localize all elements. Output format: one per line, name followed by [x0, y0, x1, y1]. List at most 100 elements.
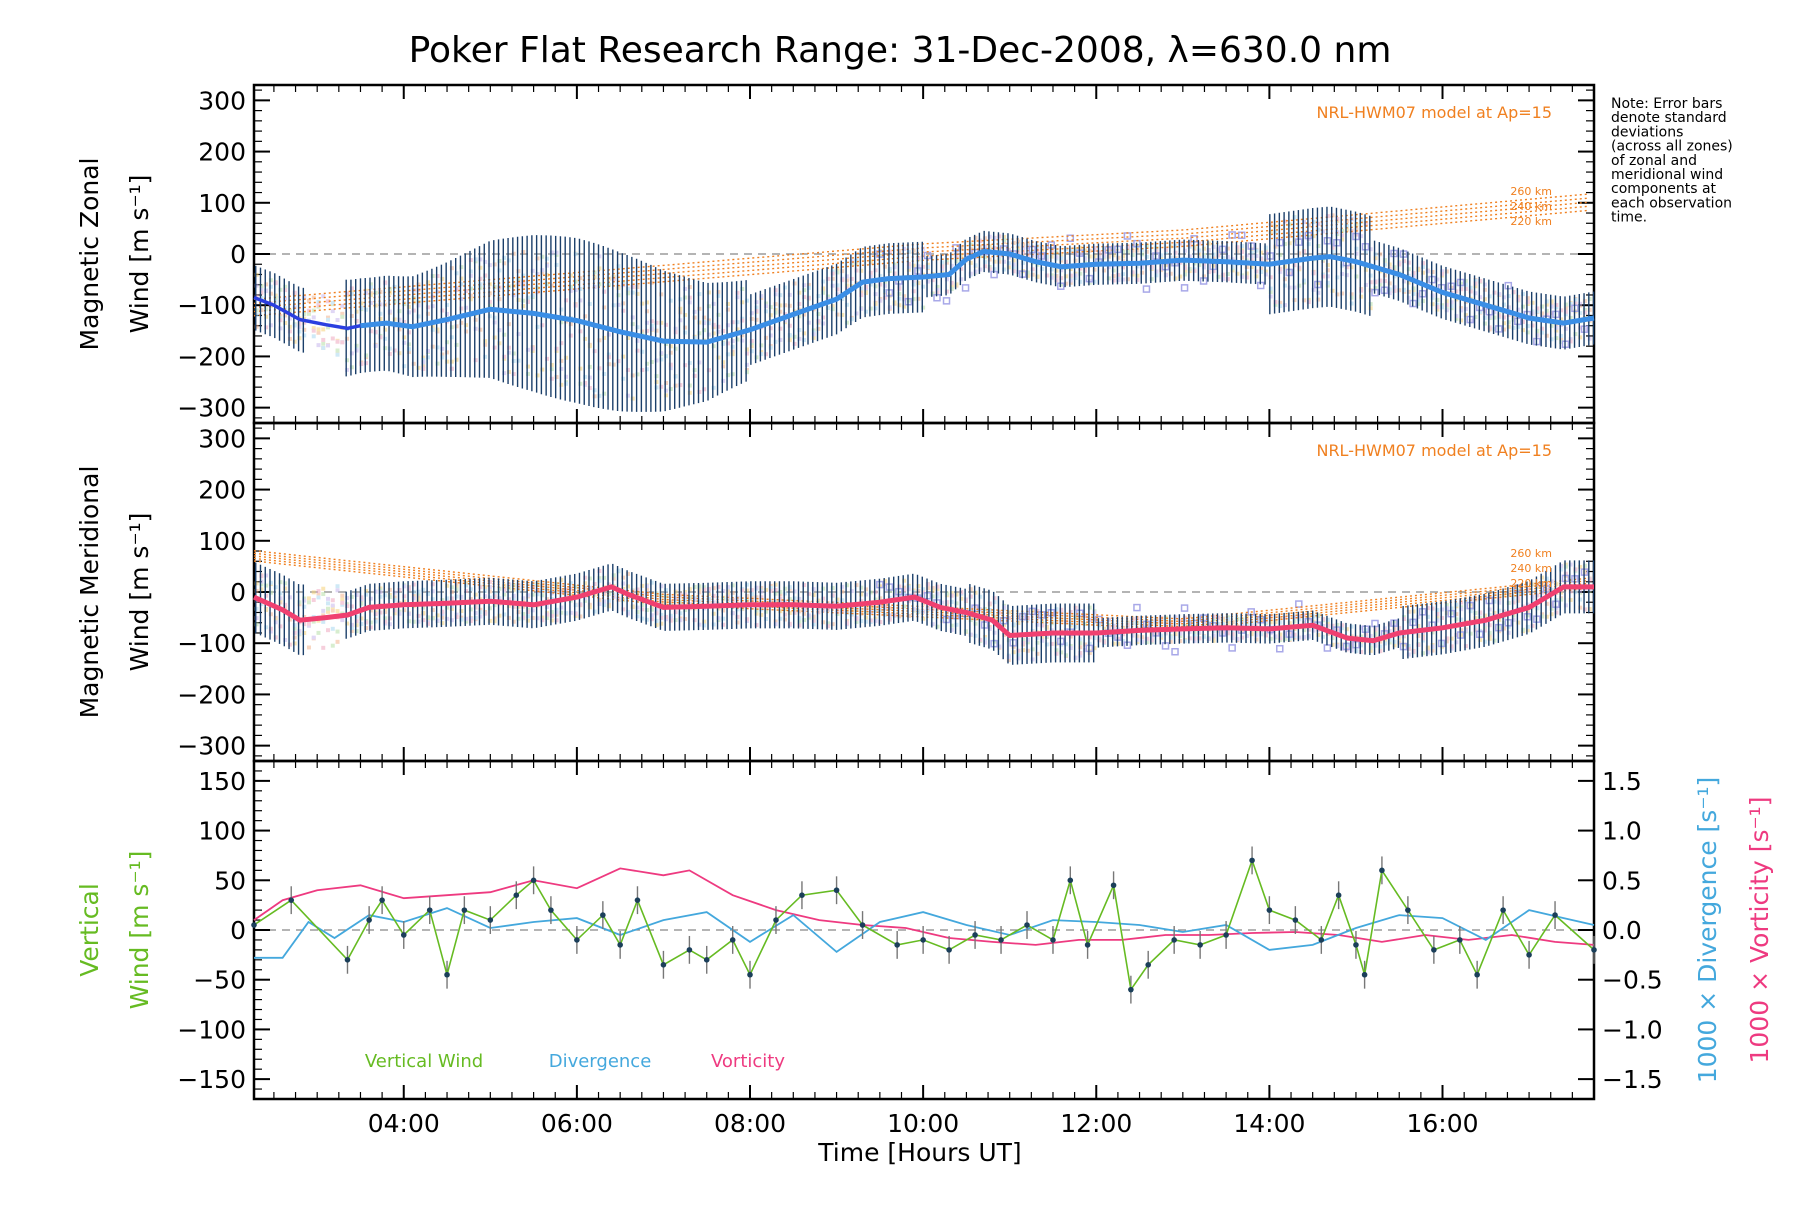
spread-dot — [1411, 609, 1416, 614]
spread-dot — [473, 603, 478, 608]
spread-dot — [554, 262, 559, 267]
spread-dot — [711, 593, 716, 598]
spread-dot — [711, 586, 716, 591]
spread-dot — [464, 289, 469, 294]
spread-dot — [840, 296, 845, 301]
spread-dot — [1144, 621, 1149, 626]
spread-dot — [449, 589, 454, 594]
spread-dot — [978, 594, 983, 599]
spread-dot — [264, 583, 269, 588]
spread-dot — [1425, 650, 1430, 655]
spread-dot — [1197, 262, 1202, 267]
spread-dot — [621, 354, 626, 359]
km-label: 260 km — [1510, 185, 1552, 198]
spread-dot — [1059, 268, 1064, 273]
spread-dot — [806, 320, 811, 325]
spread-dot — [1097, 255, 1102, 260]
spread-dot — [959, 266, 964, 271]
spread-dot — [725, 592, 730, 597]
spread-dot — [692, 373, 697, 378]
spread-dot — [254, 616, 259, 621]
note-line: meridional wind — [1611, 167, 1723, 183]
spread-dot — [1040, 623, 1045, 628]
spread-dot — [383, 327, 388, 332]
spread-dot — [583, 374, 588, 379]
spread-dot — [764, 609, 769, 614]
spread-dot — [787, 585, 792, 590]
scatter-point — [1171, 647, 1179, 656]
spread-dot — [868, 306, 873, 311]
x-tick-label: 08:00 — [714, 1109, 786, 1138]
spread-dot — [1435, 307, 1440, 312]
spread-dot — [345, 621, 350, 626]
spread-dot — [478, 282, 483, 287]
spread-dot — [416, 597, 421, 602]
spread-dot — [1202, 274, 1207, 279]
vorticity-axis-label: 1000 × Vorticity [s⁻¹] — [1745, 797, 1774, 1064]
spread-dot — [1197, 630, 1202, 635]
spread-dot — [1197, 615, 1202, 620]
spread-dot — [911, 297, 916, 302]
spread-dot — [1440, 305, 1445, 310]
spread-dot — [516, 358, 521, 363]
spread-dot — [1501, 295, 1506, 300]
spread-dot — [521, 596, 526, 601]
spread-dot — [1063, 281, 1068, 286]
spread-dot — [1544, 581, 1549, 586]
spread-dot — [878, 596, 883, 601]
x-axis-label: Time [Hours UT] — [817, 1138, 1021, 1167]
spread-dot — [754, 317, 759, 322]
spread-dot — [949, 287, 954, 292]
spread-dot — [406, 347, 411, 352]
spread-dot — [668, 362, 673, 367]
spread-dot — [573, 613, 578, 618]
spread-dot — [1344, 219, 1349, 224]
spread-dot — [683, 286, 688, 291]
spread-dot — [935, 586, 940, 591]
spread-dot — [1511, 600, 1516, 605]
spread-dot — [1206, 255, 1211, 260]
spread-dot — [516, 332, 521, 337]
spread-dot — [983, 637, 988, 642]
spread-dot — [606, 582, 611, 587]
spread-dot — [387, 309, 392, 314]
spread-dot — [783, 607, 788, 612]
y-tick-label: 200 — [198, 138, 246, 167]
spread-dot — [1516, 620, 1521, 625]
spread-dot — [683, 363, 688, 368]
spread-dot — [1340, 228, 1345, 233]
spread-dot — [1440, 271, 1445, 276]
spread-dot — [1392, 274, 1397, 279]
spread-dot — [868, 282, 873, 287]
spread-dot — [364, 290, 369, 295]
spread-dot — [797, 290, 802, 295]
spread-dot — [254, 272, 259, 277]
spread-dot — [764, 335, 769, 340]
spread-dot — [959, 253, 964, 258]
spread-dot — [1168, 639, 1173, 644]
spread-dot — [735, 290, 740, 295]
spread-dot — [1273, 230, 1278, 235]
spread-dot — [1192, 268, 1197, 273]
spread-dot — [578, 381, 583, 386]
spread-dot — [1073, 624, 1078, 629]
spread-dot — [430, 608, 435, 613]
spread-dot — [678, 306, 683, 311]
spread-dot — [1306, 634, 1311, 639]
vertical-wind-point — [773, 917, 779, 923]
y-tick-label: −200 — [177, 680, 246, 709]
spread-dot — [1092, 245, 1097, 250]
spread-dot — [440, 598, 445, 603]
spread-dot — [1006, 658, 1011, 663]
spread-dot — [683, 595, 688, 600]
spread-dot — [792, 334, 797, 339]
spread-dot — [459, 306, 464, 311]
spread-dot — [1278, 267, 1283, 272]
spread-dot — [383, 606, 388, 611]
spread-dot — [873, 597, 878, 602]
spread-dot — [897, 286, 902, 291]
spread-dot — [1454, 602, 1459, 607]
spread-dot — [787, 292, 792, 297]
spread-dot — [935, 287, 940, 292]
spread-dot — [783, 586, 788, 591]
